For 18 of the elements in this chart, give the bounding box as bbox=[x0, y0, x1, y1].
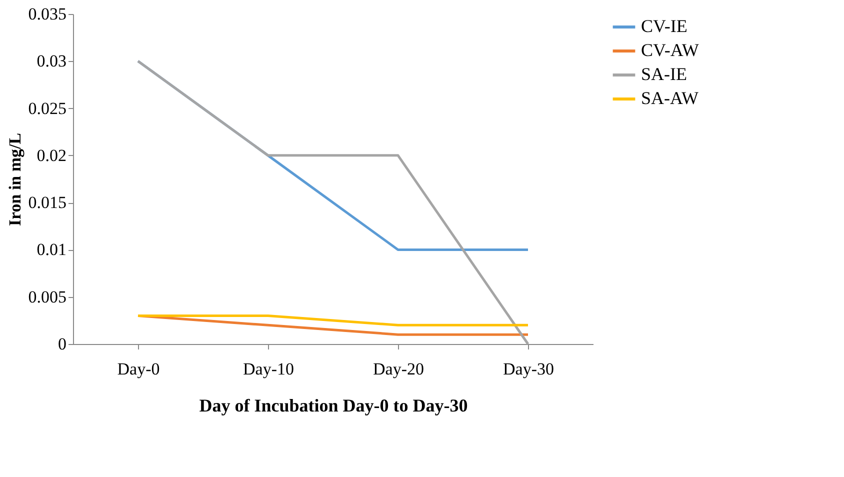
y-tick-label: 0.03 bbox=[36, 52, 66, 71]
y-tick-label: 0.015 bbox=[28, 193, 66, 212]
x-tick-label: Day-30 bbox=[503, 360, 554, 378]
legend-label: SA-AW bbox=[641, 88, 699, 108]
y-tick-label: 0.025 bbox=[28, 98, 66, 118]
x-tick-label: Day-0 bbox=[117, 360, 160, 378]
x-tick-label: Day-10 bbox=[243, 360, 294, 378]
x-axis-title: Day of Incubation Day-0 to Day-30 bbox=[199, 396, 468, 416]
y-tick-label: 0 bbox=[58, 334, 66, 354]
y-tick-label: 0.02 bbox=[36, 146, 66, 165]
y-tick-label: 0.005 bbox=[28, 287, 66, 306]
legend-label: CV-AW bbox=[641, 40, 699, 60]
y-tick-label: 0.01 bbox=[36, 240, 66, 260]
x-tick-label: Day-20 bbox=[373, 360, 424, 378]
legend-label: CV-IE bbox=[641, 16, 688, 36]
y-axis-title: Iron in mg/L bbox=[5, 132, 24, 226]
legend-label: SA-IE bbox=[641, 64, 687, 84]
y-tick-label: 0.035 bbox=[28, 4, 66, 24]
